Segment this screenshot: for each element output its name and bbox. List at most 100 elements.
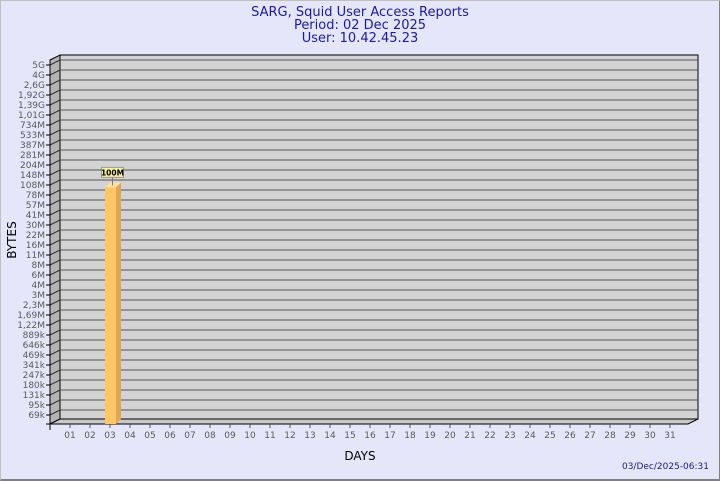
x-tick-label: 28 [604, 431, 616, 441]
x-tick-label: 19 [424, 431, 436, 441]
x-tick-label: 24 [524, 431, 536, 441]
y-tick-label: 1,69M [17, 311, 45, 321]
y-tick-label: 341k [23, 361, 46, 371]
grid-line-side [49, 249, 61, 256]
y-tick-label: 2,3M [23, 301, 45, 311]
grid-line-side [49, 329, 61, 336]
data-label-box [101, 166, 124, 178]
grid-line-side [49, 269, 61, 276]
grid-line-side [49, 219, 61, 226]
x-tick-label: 11 [264, 431, 275, 441]
y-tick-label: 6M [32, 271, 46, 281]
y-tick-label: 69k [28, 411, 45, 421]
y-tick-label: 1,39G [18, 101, 45, 111]
x-tick-label: 10 [244, 431, 256, 441]
grid-line-side [49, 199, 61, 206]
x-tick-label: 29 [624, 431, 636, 441]
y-tick-label: 204M [20, 161, 45, 171]
grid-line-side [49, 359, 61, 366]
grid-line-side [49, 289, 61, 296]
x-tick-label: 27 [584, 431, 595, 441]
y-tick-label: 247k [23, 371, 46, 381]
y-tick-label: 131k [23, 391, 46, 401]
y-tick-label: 387M [20, 141, 45, 151]
y-tick-label: 5G [32, 61, 45, 71]
y-tick-label: 4M [32, 281, 46, 291]
grid-line-side [49, 129, 61, 136]
y-tick-label: 533M [20, 131, 45, 141]
x-tick-label: 22 [484, 431, 495, 441]
y-tick-label: 8M [32, 261, 46, 271]
x-tick-label: 26 [564, 431, 576, 441]
y-tick-label: 4G [32, 71, 45, 81]
grid-line-side [49, 389, 61, 396]
grid-line-side [49, 409, 61, 416]
chart-title: SARG, Squid User Access Reports [251, 5, 469, 20]
grid-line-side [49, 89, 61, 96]
x-tick-label: 31 [664, 431, 675, 441]
x-tick-label: 12 [284, 431, 295, 441]
y-tick-label: 1,01G [18, 111, 45, 121]
y-tick-label: 281M [20, 151, 45, 161]
data-label: 100M [101, 168, 124, 177]
y-axis-label: BYTES [5, 221, 19, 258]
grid-line-side [49, 349, 61, 356]
y-tick-label: 889k [23, 331, 46, 341]
y-tick-label: 95k [28, 401, 45, 411]
y-tick-label: 57M [26, 201, 45, 211]
y-tick-label: 11M [26, 251, 45, 261]
y-tick-label: 108M [20, 181, 45, 191]
y-tick-label: 3M [32, 291, 46, 301]
x-tick-label: 13 [304, 431, 315, 441]
x-tick-label: 16 [364, 431, 376, 441]
x-tick-label: 02 [84, 431, 95, 441]
grid-line-side [49, 369, 61, 376]
bar-day-02 [105, 187, 116, 424]
chart-period: Period: 02 Dec 2025 [294, 18, 426, 33]
x-tick-label: 18 [404, 431, 416, 441]
x-tick-label: 08 [204, 431, 216, 441]
plot-floor [49, 418, 699, 425]
grid-line-side [49, 159, 61, 166]
y-tick-label: 22M [26, 231, 45, 241]
x-tick-label: 14 [324, 431, 336, 441]
grid-line-side [49, 149, 61, 156]
x-tick-label: 30 [644, 431, 656, 441]
x-tick-label: 25 [544, 431, 555, 441]
grid-line-side [49, 299, 61, 306]
x-tick-label: 03 [104, 431, 115, 441]
x-tick-label: 07 [184, 431, 195, 441]
x-tick-label: 20 [444, 431, 456, 441]
chart-user: User: 10.42.45.23 [302, 31, 418, 46]
y-tick-label: 1,92G [18, 91, 45, 101]
x-tick-label: 09 [224, 431, 236, 441]
grid-line-side [49, 169, 61, 176]
x-tick-label: 15 [344, 431, 355, 441]
x-tick-label: 23 [504, 431, 515, 441]
y-tick-label: 148M [20, 171, 45, 181]
y-tick-label: 469k [23, 351, 46, 361]
x-tick-label: 05 [144, 431, 155, 441]
y-tick-label: 78M [26, 191, 45, 201]
grid-line-side [49, 259, 61, 266]
generated-timestamp: 03/Dec/2025-06:31 [622, 462, 709, 472]
y-tick-label: 41M [26, 211, 45, 221]
y-tick-label: 16M [26, 241, 45, 251]
grid-line-side [49, 399, 61, 406]
x-tick-label: 17 [384, 431, 395, 441]
grid-line-side [49, 309, 61, 316]
grid-line-side [49, 319, 61, 326]
y-tick-label: 30M [26, 221, 45, 231]
x-tick-label: 01 [64, 431, 75, 441]
grid-line-side [49, 279, 61, 286]
bar-side [116, 182, 121, 424]
y-tick-label: 180k [23, 381, 46, 391]
y-tick-label: 2,6G [24, 81, 45, 91]
x-tick-label: 21 [464, 431, 475, 441]
grid-line-side [49, 119, 61, 126]
grid-line-side [49, 109, 61, 116]
grid-line-side [49, 79, 61, 86]
x-axis-label: DAYS [344, 449, 375, 463]
grid-line-side [49, 209, 61, 216]
